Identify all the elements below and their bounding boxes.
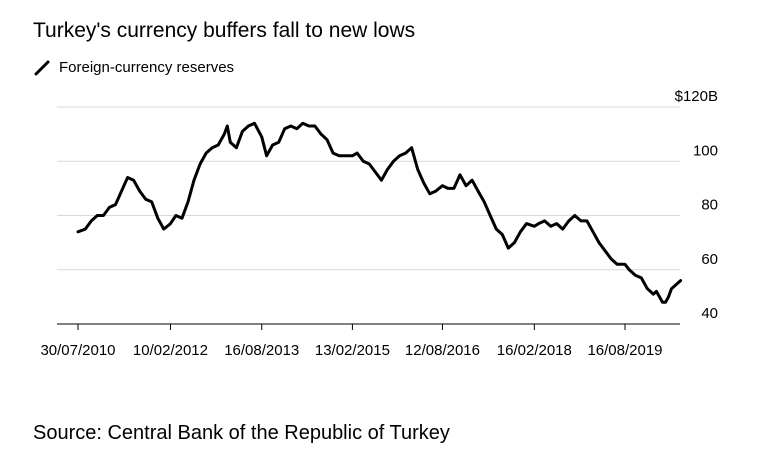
y-tick-label: $120B: [675, 88, 718, 105]
line-swatch-icon: [34, 60, 50, 76]
x-tick-label: 12/08/2016: [405, 342, 480, 359]
x-tick-label: 30/07/2010: [40, 342, 115, 359]
legend-label: Foreign-currency reserves: [59, 59, 235, 76]
x-tick-label: 10/02/2012: [133, 342, 208, 359]
legend: Foreign-currency reserves: [33, 58, 234, 78]
x-tick-label: 16/08/2019: [587, 342, 662, 359]
source-note: Source: Central Bank of the Republic of …: [33, 422, 450, 444]
x-tick-label: 16/02/2018: [497, 342, 572, 359]
y-tick-label: 40: [701, 305, 718, 322]
x-tick-label: 16/08/2013: [224, 342, 299, 359]
x-tick-label: 13/02/2015: [315, 342, 390, 359]
series-line-reserves: [76, 121, 683, 304]
y-tick-label: 60: [701, 251, 718, 268]
y-tick-label: 100: [693, 142, 718, 159]
chart-title: Turkey's currency buffers fall to new lo…: [33, 19, 416, 42]
y-tick-label: 80: [701, 197, 718, 214]
